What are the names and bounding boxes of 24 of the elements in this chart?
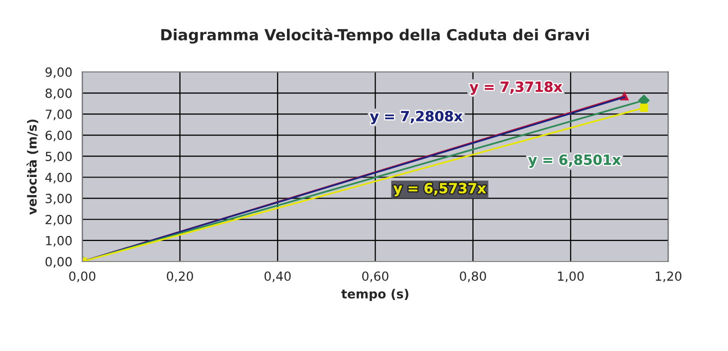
y-tick-label: 8,00 xyxy=(46,88,72,100)
y-tick-label: 9,00 xyxy=(45,67,72,78)
y-tick-label: 5,00 xyxy=(46,152,72,162)
y-tick-label: 3,00 xyxy=(46,194,72,205)
annotation: y = 6,5737x xyxy=(393,182,486,196)
y-tick-label: 0,00 xyxy=(46,256,72,268)
x-axis-title: tempo (s) xyxy=(341,288,408,301)
y-tick-label: 4,00 xyxy=(45,172,72,184)
y-tick-label: 6,00 xyxy=(46,130,72,142)
y-tick-label: 7,00 xyxy=(46,110,72,120)
y-tick-label: 2,00 xyxy=(46,214,72,226)
x-tick-label: 0,40 xyxy=(264,271,291,282)
x-tick-label: 0,20 xyxy=(166,271,194,282)
y-tick-label: 1,00 xyxy=(46,236,72,247)
x-tick-label: 0,00 xyxy=(69,271,96,282)
annotation: y = 7,3718x xyxy=(470,81,562,95)
chart-title: Diagramma Velocità-Tempo della Caduta dei Gravi xyxy=(161,28,589,44)
x-tick-label: 0,60 xyxy=(362,271,388,282)
x-tick-label: 1,00 xyxy=(558,271,584,282)
annotation: y = 7,2808x xyxy=(370,110,463,124)
y-axis-title: velocità (m/s) xyxy=(26,120,38,215)
x-tick-label: 1,20 xyxy=(656,271,682,282)
x-tick-label: 0,80 xyxy=(460,271,486,282)
annotation: y = 6,8501x xyxy=(528,154,621,168)
